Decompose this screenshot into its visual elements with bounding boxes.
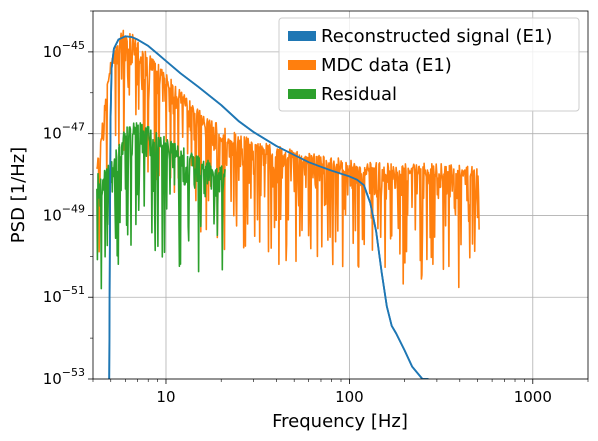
y-tick-label: 10−51 [43, 284, 85, 306]
legend: Reconstructed signal (E1) MDC data (E1) … [278, 17, 580, 112]
series-layer [96, 29, 480, 379]
y-tick-base: 10 [43, 206, 62, 224]
y-tick-base: 10 [43, 370, 62, 388]
y-tick-label: 10−45 [43, 39, 85, 61]
legend-swatch-mdc-data [288, 60, 316, 70]
series-line-1 [96, 29, 480, 289]
y-tick-exponent: −53 [62, 366, 85, 379]
y-tick-label: 10−49 [43, 202, 85, 224]
series-line-2 [96, 122, 226, 290]
legend-swatch-reconstructed [288, 31, 316, 41]
series-line-reconstructed-front [108, 35, 429, 379]
x-axis-label: Frequency [Hz] [272, 411, 408, 432]
y-tick-exponent: −49 [62, 202, 85, 215]
y-tick-label: 10−53 [43, 366, 85, 388]
legend-swatch-residual [288, 89, 316, 99]
x-tick-label: 1000 [514, 388, 552, 406]
y-tick-exponent: −51 [62, 284, 85, 297]
y-tick-exponent: −45 [62, 39, 85, 52]
y-tick-exponent: −47 [62, 121, 85, 134]
legend-label-residual: Residual [321, 84, 397, 105]
y-tick-label: 10−47 [43, 121, 85, 143]
x-tick-label: 100 [335, 388, 364, 406]
tick-marks [88, 10, 589, 384]
y-tick-base: 10 [43, 288, 62, 306]
legend-label-reconstructed: Reconstructed signal (E1) [321, 26, 552, 47]
plot-frame [92, 10, 589, 380]
x-tick-label: 10 [156, 388, 175, 406]
y-tick-base: 10 [43, 43, 62, 61]
legend-label-mdc-data: MDC data (E1) [321, 55, 452, 76]
y-tick-base: 10 [43, 125, 62, 143]
x-tick-labels: 10 100 1000 [156, 388, 551, 406]
y-axis-label: PSD [1/Hz] [8, 147, 29, 243]
legend-box [278, 17, 580, 112]
